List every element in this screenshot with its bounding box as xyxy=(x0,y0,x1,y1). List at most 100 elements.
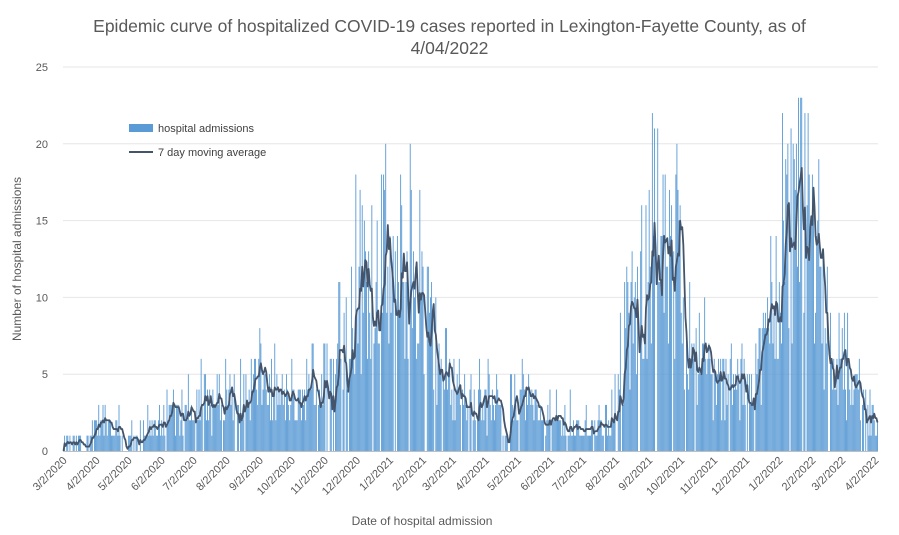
admission-bar xyxy=(786,174,788,451)
admission-bar xyxy=(569,389,571,451)
admission-bar xyxy=(433,389,435,451)
admission-bar xyxy=(191,404,192,451)
admission-bar xyxy=(423,374,425,451)
admission-bar xyxy=(510,374,511,451)
admission-bar xyxy=(129,435,131,451)
admission-bar xyxy=(281,374,283,451)
admission-bar xyxy=(371,205,373,451)
admission-bar xyxy=(619,312,621,451)
admission-bar xyxy=(177,404,179,451)
admission-bar xyxy=(821,343,823,451)
admission-bar xyxy=(292,389,294,451)
admission-bar xyxy=(180,420,182,451)
admission-bar xyxy=(700,374,702,451)
admission-bar xyxy=(99,435,101,451)
admission-bar xyxy=(198,389,200,451)
admission-bar xyxy=(320,404,322,451)
admission-bar xyxy=(733,374,734,451)
admission-bar xyxy=(604,404,606,451)
admission-bar xyxy=(442,374,444,451)
admission-bar xyxy=(166,389,168,451)
admission-bar xyxy=(752,404,754,451)
admission-bar xyxy=(862,404,863,451)
admission-bar xyxy=(259,328,261,451)
admission-bar xyxy=(464,374,466,451)
admission-bar xyxy=(426,266,428,451)
admission-bar xyxy=(853,389,855,451)
admission-bar xyxy=(629,389,631,451)
admission-bar xyxy=(850,404,852,451)
x-tick-label: 4/2/2020 xyxy=(64,455,103,494)
admission-bar xyxy=(570,435,572,451)
admission-bar xyxy=(606,404,607,451)
admission-bar xyxy=(868,435,870,451)
admission-bar xyxy=(676,143,678,452)
admission-bar xyxy=(318,404,319,451)
admission-bar xyxy=(640,251,642,451)
admission-bar xyxy=(104,404,106,451)
admission-bar xyxy=(841,328,843,451)
admission-bar xyxy=(131,420,133,451)
admission-bar xyxy=(403,282,405,451)
admission-bar xyxy=(185,404,187,451)
admission-bar xyxy=(820,266,822,451)
admission-bar xyxy=(565,435,567,451)
admission-bar xyxy=(665,266,667,451)
admission-bar xyxy=(300,420,302,451)
admission-bar xyxy=(217,404,219,451)
admission-bar xyxy=(836,358,838,451)
admission-bar xyxy=(229,374,231,451)
admission-bar xyxy=(572,420,574,451)
admission-bar xyxy=(690,358,692,451)
admission-bar xyxy=(390,312,392,451)
admission-bar xyxy=(368,251,370,451)
admission-bar xyxy=(563,435,565,451)
admission-bar xyxy=(369,312,371,451)
admission-bar xyxy=(103,435,105,451)
moving-average-line xyxy=(62,167,879,452)
admission-bar xyxy=(319,389,321,451)
admission-bar xyxy=(324,343,326,451)
admission-bar xyxy=(357,343,359,451)
admission-bar xyxy=(252,374,254,451)
admission-bar xyxy=(692,358,694,451)
admission-bar xyxy=(108,420,110,451)
admission-bar xyxy=(837,404,839,451)
admission-bar xyxy=(548,420,550,451)
admission-bar xyxy=(245,374,247,451)
admission-bar xyxy=(457,389,459,451)
admission-bar xyxy=(505,435,507,451)
admission-bar xyxy=(531,389,533,451)
admission-bar xyxy=(297,389,299,451)
admission-bar xyxy=(427,266,429,451)
admission-bar xyxy=(254,358,255,451)
admission-bar xyxy=(152,435,154,451)
admission-bar xyxy=(529,389,531,451)
admission-bar xyxy=(614,374,616,451)
admission-bar xyxy=(456,374,458,451)
admission-bar xyxy=(250,358,252,451)
admission-bar xyxy=(354,374,356,451)
admission-bar xyxy=(482,404,484,451)
x-tick-label: 5/2/2020 xyxy=(96,455,135,494)
admission-bar xyxy=(382,312,383,451)
admission-bar xyxy=(178,404,180,451)
admission-bar xyxy=(875,435,877,451)
admission-bar xyxy=(210,404,212,451)
admission-bar xyxy=(720,358,722,451)
admission-bar xyxy=(485,389,487,451)
admission-bar xyxy=(681,343,683,451)
admission-bar xyxy=(785,159,787,451)
admission-bar xyxy=(448,374,450,451)
admission-bar xyxy=(251,389,253,451)
y-tick-label: 20 xyxy=(36,139,48,151)
admission-bar xyxy=(367,358,369,451)
admission-bar xyxy=(517,420,519,451)
admission-bar xyxy=(133,435,135,451)
admission-bar xyxy=(230,404,232,451)
admission-bar xyxy=(431,282,433,451)
admission-bar xyxy=(267,404,269,451)
admission-bar xyxy=(845,389,846,451)
admission-bar xyxy=(774,358,776,451)
admission-bar xyxy=(706,374,708,451)
